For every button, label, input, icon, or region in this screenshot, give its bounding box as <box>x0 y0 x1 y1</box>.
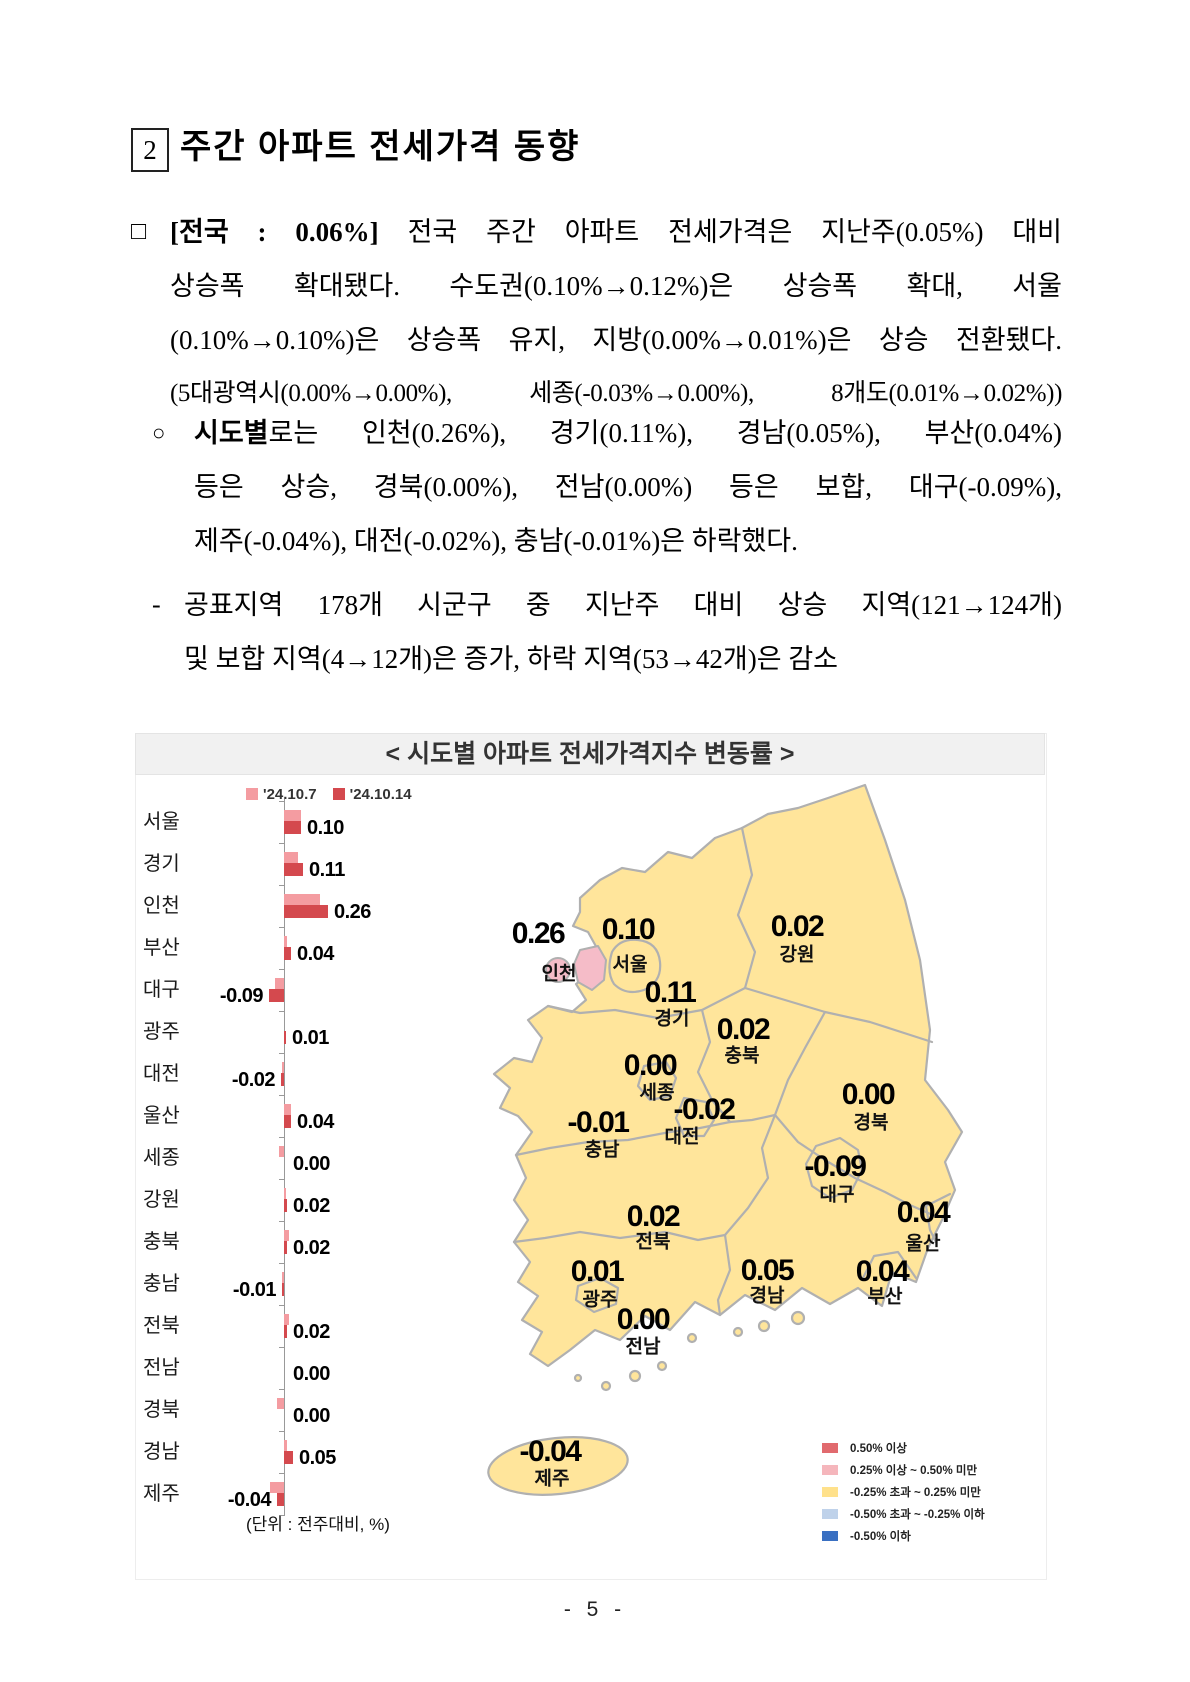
map-legend-swatch <box>822 1465 838 1475</box>
map-region-name-충남: 충남 <box>584 1139 620 1161</box>
map-value-경남: 0.05 <box>740 1254 795 1287</box>
map-value-부산: 0.04 <box>855 1255 910 1288</box>
map-legend-label: -0.50% 이하 <box>850 1531 911 1543</box>
map-legend-swatch <box>822 1443 838 1453</box>
legend-label-prev: '24.10.7 <box>263 786 317 803</box>
legend-swatch-cur <box>332 788 345 800</box>
map-value-광주: 0.01 <box>570 1255 625 1288</box>
map-value-전북: 0.02 <box>626 1200 681 1233</box>
section-number: 2 <box>143 135 157 165</box>
map-region-name-제주: 제주 <box>534 1468 570 1490</box>
region-incheon <box>545 945 607 991</box>
para2-line1: 시도별로는 인천(0.26%), 경기(0.11%), 경남(0.05%), 부… <box>194 406 1062 460</box>
legend-item-prev: '24.10.7 <box>246 786 317 803</box>
map-region-name-충북: 충북 <box>724 1045 760 1067</box>
para2-line2: 등은 상승, 경북(0.00%), 전남(0.00%) 등은 보합, 대구(-0… <box>194 472 1062 502</box>
para1-line2: 상승폭 확대됐다. 수도권(0.10%→0.12%)은 상승폭 확대, 서울 <box>170 271 1062 301</box>
map-legend-row: -0.50% 이하 <box>822 1528 985 1544</box>
map-value-인천: 0.26 <box>511 917 566 950</box>
region-daegu-border <box>804 1136 864 1200</box>
chart-title: < 시도별 아파트 전세가격지수 변동률 > <box>135 733 1045 775</box>
para3-line1: 공표지역 178개 시군구 중 지난주 대비 상승 지역(121→124개) <box>184 590 1062 620</box>
map-region-name-인천: 인천 <box>541 963 577 985</box>
map-value-서울: 0.10 <box>601 913 656 946</box>
chart-unit-note: (단위 : 전주대비, %) <box>246 1515 390 1534</box>
map-region-name-전북: 전북 <box>635 1231 671 1253</box>
map-value-경기: 0.11 <box>644 976 697 1009</box>
map-labels: 0.26 인천 0.10 서울 0.11 경기 0.02 강원 0.02 충북 0.00 세종 -0.0… <box>430 780 1080 1580</box>
para2: 시도별로는 인천(0.26%), 경기(0.11%), 경남(0.05%), 부… <box>194 406 1062 568</box>
map-value-제주: -0.04 <box>519 1435 582 1468</box>
map-region-name-서울: 서울 <box>612 954 648 976</box>
para1-line1: [전국 : 0.06%] 전국 주간 아파트 전세가격은 지난주(0.05%) … <box>170 205 1062 259</box>
map-region-name-울산: 울산 <box>905 1233 941 1255</box>
map-region-name-대전: 대전 <box>664 1126 700 1148</box>
islands <box>487 1310 806 1496</box>
map-legend-label: 0.50% 이상 <box>850 1443 907 1455</box>
para1-line4: (5대광역시(0.00%→0.00%), 세종(-0.03%→0.00%), 8… <box>170 380 1062 407</box>
map-legend: 0.50% 이상 0.25% 이상 ~ 0.50% 미만 -0.25% 초과 ~ 0… <box>822 1440 985 1550</box>
map-value-대구: -0.09 <box>804 1150 867 1183</box>
para3-line2: 및 보합 지역(4→12개)은 증가, 하락 지역(53→42개)은 감소 <box>184 644 838 674</box>
para2-line3: 제주(-0.04%), 대전(-0.02%), 충남(-0.01%)은 하락했다… <box>194 526 798 556</box>
mainland-outline <box>492 783 964 1368</box>
map-region-name-강원: 강원 <box>779 944 815 966</box>
map-legend-row: 0.25% 이상 ~ 0.50% 미만 <box>822 1462 985 1478</box>
map-legend-row: -0.50% 초과 ~ -0.25% 이하 <box>822 1506 985 1522</box>
map-region-name-전남: 전남 <box>625 1336 661 1358</box>
map-value-충남: -0.01 <box>567 1106 630 1139</box>
map-region-name-경남: 경남 <box>749 1285 785 1307</box>
para1-marker: □ <box>131 218 147 245</box>
bar-chart-legend: '24.10.7 '24.10.14 <box>246 786 412 803</box>
map-legend-label: -0.25% 초과 ~ 0.25% 미만 <box>850 1487 981 1499</box>
map-value-강원: 0.02 <box>770 910 825 943</box>
para2-bold: 시도별 <box>194 418 269 448</box>
map-legend-label: 0.25% 이상 ~ 0.50% 미만 <box>850 1465 978 1477</box>
page-number: - 5 - <box>563 1598 627 1621</box>
jeju-island <box>487 1436 629 1496</box>
map-region-name-광주: 광주 <box>582 1289 618 1311</box>
map-value-울산: 0.04 <box>896 1196 951 1229</box>
map-legend-label: -0.50% 초과 ~ -0.25% 이하 <box>850 1509 985 1521</box>
para1-bold: [전국 : 0.06%] <box>170 217 379 247</box>
map-region-name-경기: 경기 <box>654 1008 690 1030</box>
province-borders <box>512 826 952 1317</box>
map-legend-row: -0.25% 초과 ~ 0.25% 미만 <box>822 1484 985 1500</box>
legend-label-cur: '24.10.14 <box>349 786 412 803</box>
region-sejong-border <box>636 1060 678 1102</box>
region-daejeon-border <box>674 1096 716 1138</box>
korea-map-svg <box>487 783 964 1496</box>
para3-marker: - <box>152 590 161 619</box>
map-legend-swatch <box>822 1531 838 1541</box>
map-value-충북: 0.02 <box>716 1013 771 1046</box>
map-region-name-부산: 부산 <box>867 1286 903 1308</box>
map-region-name-세종: 세종 <box>639 1082 675 1104</box>
page-title: 주간 아파트 전세가격 동향 <box>180 128 581 166</box>
map-legend-swatch <box>822 1487 838 1497</box>
legend-swatch-prev <box>246 788 258 800</box>
section-number-box: 2 <box>131 128 169 172</box>
korea-map: 0.26 인천 0.10 서울 0.11 경기 0.02 강원 0.02 충북 0.00 세종 -0.0… <box>430 780 1080 1580</box>
para2-marker: ○ <box>152 420 166 445</box>
region-seoul-border <box>608 938 662 994</box>
para1-line3: (0.10%→0.10%)은 상승폭 유지, 지방(0.00%→0.01%)은 … <box>170 325 1062 355</box>
map-value-경북: 0.00 <box>841 1078 896 1111</box>
map-region-name-경북: 경북 <box>853 1112 889 1134</box>
map-value-전남: 0.00 <box>616 1303 671 1336</box>
map-legend-row: 0.50% 이상 <box>822 1440 985 1456</box>
para2-line1-text: 로는 인천(0.26%), 경기(0.11%), 경남(0.05%), 부산(0… <box>268 418 1062 448</box>
map-legend-swatch <box>822 1509 838 1519</box>
region-gwangju-border <box>574 1276 620 1314</box>
map-value-세종: 0.00 <box>623 1049 678 1082</box>
map-value-대전: -0.02 <box>673 1093 736 1126</box>
map-region-name-대구: 대구 <box>819 1184 855 1206</box>
para1-line1-text: 전국 주간 아파트 전세가격은 지난주(0.05%) 대비 <box>378 217 1062 247</box>
para1: [전국 : 0.06%] 전국 주간 아파트 전세가격은 지난주(0.05%) … <box>170 205 1062 421</box>
para3: 공표지역 178개 시군구 중 지난주 대비 상승 지역(121→124개) 및… <box>184 578 1062 686</box>
legend-item-cur: '24.10.14 <box>332 786 412 803</box>
